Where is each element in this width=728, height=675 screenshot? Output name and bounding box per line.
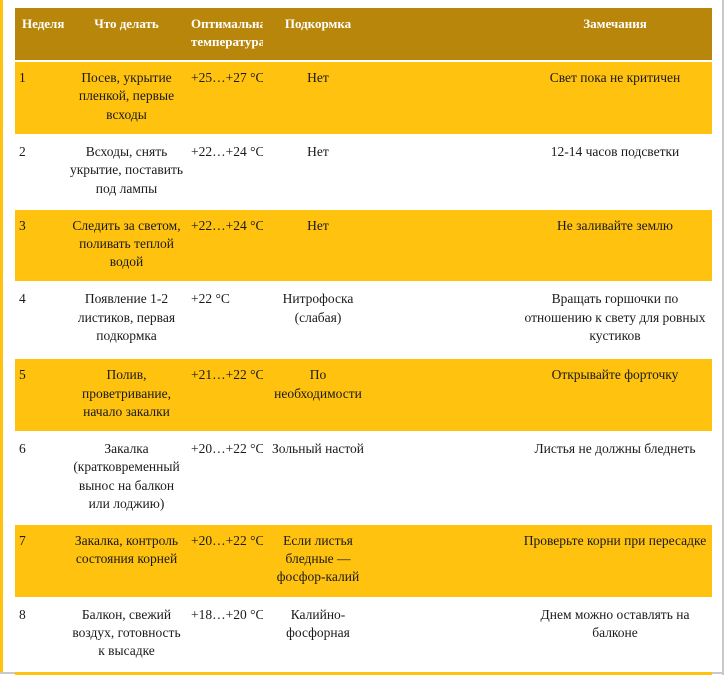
cell-todo: Закалка, контроль состояния корней [66, 523, 187, 598]
header-spacer [373, 8, 518, 62]
cell-week: 4 [15, 282, 66, 359]
cell-feed: Зольный настой [263, 432, 373, 524]
table-row: 8 Балкон, свежий воздух, готовность к выс… [15, 597, 712, 672]
cell-feed: По необходимости [263, 358, 373, 433]
cell-temp: +22…+24 °C [187, 208, 263, 283]
table-body: 1 Посев, укрытие пленкой, первые всходы +2… [15, 61, 712, 675]
cell-feed: Нет [263, 135, 373, 209]
cell-temp: от +15 °C [187, 671, 263, 675]
cell-spacer [373, 282, 518, 359]
cell-notes: Проверьте корни при пересадке [518, 523, 712, 598]
cell-temp: +22…+24 °C [187, 135, 263, 209]
table-row: 5 Полив, проветривание, начало закалки +21… [15, 358, 712, 433]
cell-feed: Калийно-фосфорная [263, 597, 373, 672]
cell-notes: Свет пока не критичен [518, 61, 712, 136]
cell-feed: Если листья бледные — фосфор-калий [263, 523, 373, 598]
left-edge-stripe [0, 0, 3, 673]
table-row: 4 Появление 1-2 листиков, первая подкормк… [15, 282, 712, 359]
cell-todo: Следить за светом, поливать теплой водой [66, 208, 187, 283]
cell-notes: Вращать горшочки по отношению к свету дл… [518, 282, 712, 359]
table-row: 7 Закалка, контроль состояния корней +20…+… [15, 523, 712, 598]
cell-todo: Всходы, снять укрытие, поставить под лам… [66, 135, 187, 209]
cell-spacer [373, 597, 518, 672]
table-row: 2 Всходы, снять укрытие, поставить под ла… [15, 135, 712, 209]
seedling-care-table: Неделя Что делать Оптимальная температур… [15, 8, 712, 675]
header-week: Неделя [15, 8, 66, 62]
cell-feed: В лунку положить золу и перегной [263, 671, 373, 675]
cell-week: 3 [15, 208, 66, 283]
cell-feed: Нет [263, 208, 373, 283]
table-row: 1 Посев, укрытие пленкой, первые всходы +2… [15, 61, 712, 136]
header-temp: Оптимальная температура [187, 8, 263, 62]
cell-temp: +21…+22 °C [187, 358, 263, 433]
cell-notes: 12-14 часов подсветки [518, 135, 712, 209]
cell-notes: Открывайте форточку [518, 358, 712, 433]
cell-notes: Не заливайте землю [518, 208, 712, 283]
cell-temp: +25…+27 °C [187, 61, 263, 136]
cell-temp: +18…+20 °C [187, 597, 263, 672]
header-feeding: Подкормка [263, 8, 373, 62]
cell-spacer [373, 208, 518, 283]
cell-spacer [373, 135, 518, 209]
cell-week: 2 [15, 135, 66, 209]
cell-notes: Мульчируйте сразу! [518, 671, 712, 675]
cell-spacer [373, 61, 518, 136]
cell-todo: Посев, укрытие пленкой, первые всходы [66, 61, 187, 136]
cell-week: 7 [15, 523, 66, 598]
cell-temp: +22 °C [187, 282, 263, 359]
header-notes: Замечания [518, 8, 712, 62]
cell-week: 6 [15, 432, 66, 524]
cell-todo: Полив, проветривание, начало закалки [66, 358, 187, 433]
cell-temp: +20…+22 °C [187, 523, 263, 598]
cell-spacer [373, 432, 518, 524]
cell-feed: Нитрофоска (слабая) [263, 282, 373, 359]
right-edge-line [722, 0, 724, 675]
table-row: 3 Следить за светом, поливать теплой водо… [15, 208, 712, 283]
table-row: 6 Закалка (кратковременный вынос на балко… [15, 432, 712, 524]
cell-week: 1 [15, 61, 66, 136]
cell-todo: Появление 1-2 листиков, первая подкормка [66, 282, 187, 359]
cell-notes: Листья не должны бледнеть [518, 432, 712, 524]
cell-spacer [373, 358, 518, 433]
cell-week: 8 [15, 597, 66, 672]
cell-todo: Высадка в теплицу или открытый грунт, пр… [66, 671, 187, 675]
cell-notes: Днем можно оставлять на балконе [518, 597, 712, 672]
cell-spacer [373, 523, 518, 598]
cell-week: 5 [15, 358, 66, 433]
table-row: 9Высадка в теплицу или открытый грунт, п… [15, 671, 712, 675]
cell-todo: Балкон, свежий воздух, готовность к выса… [66, 597, 187, 672]
cell-todo: Закалка (кратковременный вынос на балкон… [66, 432, 187, 524]
cell-week: 9 [15, 671, 66, 675]
header-row: Неделя Что делать Оптимальная температур… [15, 8, 712, 62]
cell-temp: +20…+22 °C [187, 432, 263, 524]
table-header: Неделя Что делать Оптимальная температур… [15, 8, 712, 62]
cell-spacer [373, 671, 518, 675]
header-todo: Что делать [66, 8, 187, 62]
cell-feed: Нет [263, 61, 373, 136]
